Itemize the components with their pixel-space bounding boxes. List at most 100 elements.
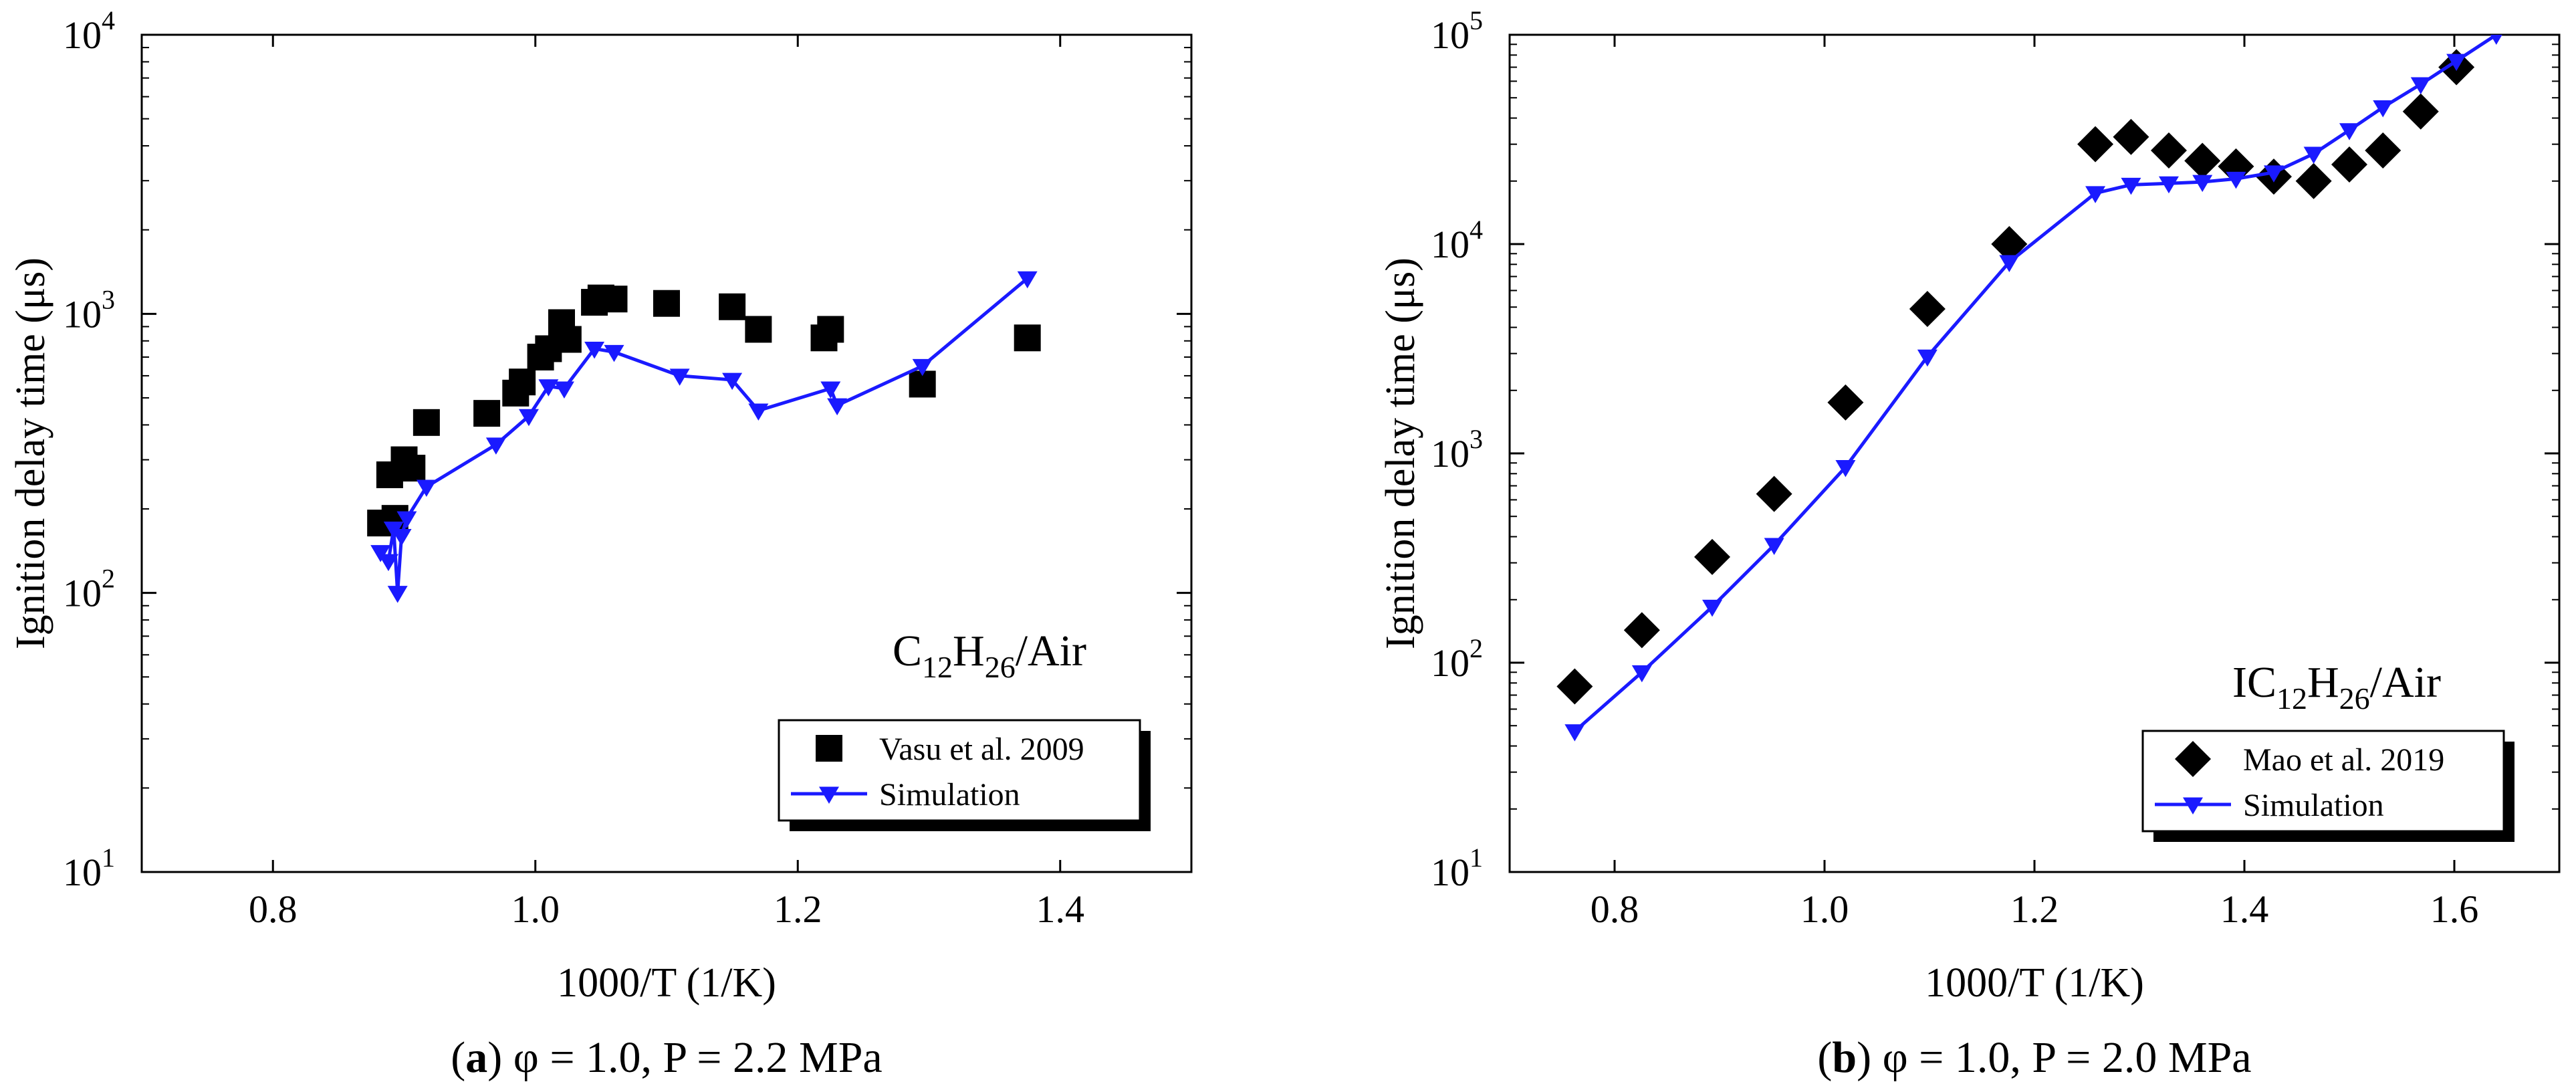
simulation-point — [2303, 146, 2324, 164]
experiment-point — [2402, 93, 2439, 130]
y-tick-label: 103 — [1431, 424, 1483, 475]
experiment-point — [817, 316, 844, 343]
panel-a: 0.8 1.0 1.2 1.4 101 102 103 104 Ignition delay t… — [8, 5, 1193, 1082]
x-tick-label: 1.4 — [1036, 887, 1085, 931]
simulation-point — [1564, 724, 1585, 742]
simulation-point — [378, 554, 398, 572]
simulation-point — [2085, 186, 2106, 203]
legend-label: Simulation — [2243, 788, 2384, 823]
x-tick-label: 0.8 — [1591, 887, 1639, 931]
experiment-point — [473, 400, 501, 427]
simulation-point — [1702, 599, 1723, 617]
y-tick-label: 103 — [63, 284, 115, 336]
simulation-point — [1917, 349, 1938, 367]
y-tick-label: 101 — [1431, 843, 1483, 894]
simulation-point — [1835, 460, 1856, 477]
simulation-point — [2192, 175, 2213, 193]
legend-marker — [2175, 741, 2211, 777]
y-tick-label: 102 — [63, 564, 115, 615]
y-tick-label: 101 — [63, 843, 115, 894]
simulation-point — [669, 368, 690, 386]
simulation-point — [391, 528, 412, 546]
simulation-point — [722, 372, 743, 391]
y-tick-label: 102 — [1431, 633, 1483, 685]
simulation-point — [2263, 165, 2284, 183]
x-tick-label: 0.8 — [249, 887, 298, 931]
simulation-point — [2158, 176, 2179, 194]
simulation-point — [748, 403, 769, 421]
simulation-point — [370, 545, 391, 562]
panel-caption: (a) φ = 1.0, P = 2.2 MPa — [451, 1033, 882, 1082]
legend-label: Vasu et al. 2009 — [879, 732, 1084, 767]
simulation-point — [820, 381, 841, 399]
experiment-point — [745, 316, 772, 343]
simulation-point — [2446, 53, 2467, 72]
x-tick-label: 1.0 — [511, 887, 560, 931]
experiment-point — [2184, 142, 2221, 179]
x-tick-label: 1.2 — [774, 887, 822, 931]
y-axis-title: Ignition delay time (μs) — [8, 257, 53, 649]
experiment-point — [2113, 118, 2149, 155]
experiment-point — [2365, 132, 2402, 169]
panel-caption: (b) φ = 1.0, P = 2.0 MPa — [1817, 1033, 2251, 1082]
simulation-point — [2121, 177, 2141, 195]
experiment-point — [653, 290, 680, 317]
simulation-point — [1631, 665, 1652, 683]
experiment-point — [413, 409, 440, 436]
simulation-point — [518, 409, 539, 427]
simulation-point — [387, 586, 408, 603]
simulation-point — [485, 437, 506, 455]
mixture-annotation: C12H26/Air — [893, 627, 1086, 684]
legend-marker — [2183, 797, 2203, 814]
experiment-point — [2218, 148, 2254, 185]
simulation-point — [2490, 35, 2502, 45]
legend-label: Mao et al. 2019 — [2243, 742, 2444, 778]
plot-frame — [140, 33, 1193, 873]
experiment-point — [1014, 324, 1041, 352]
simulation-point — [554, 381, 574, 399]
simulation-point — [2226, 171, 2246, 189]
experiment-point — [1827, 384, 1864, 421]
mixture-annotation: IC12H26/Air — [2232, 658, 2441, 716]
x-tick-label: 1.2 — [2010, 887, 2059, 931]
experiment-point — [1756, 475, 1792, 512]
simulation-point — [538, 379, 559, 397]
y-tick-label: 104 — [1431, 215, 1483, 266]
simulation-line — [379, 277, 1029, 595]
experiment-point — [1694, 538, 1731, 575]
experiment-point — [509, 368, 536, 396]
legend-box — [2141, 730, 2505, 833]
experiment-point — [398, 455, 426, 482]
simulation-point — [827, 398, 848, 416]
simulation-point — [1999, 255, 2020, 272]
experiment-point — [2331, 146, 2367, 183]
y-tick-label: 105 — [1431, 5, 1483, 57]
simulation-point — [2373, 100, 2393, 118]
experiment-point — [2295, 162, 2332, 199]
experiment-point — [719, 293, 746, 320]
experiment-point — [2077, 126, 2114, 162]
experiment-point — [554, 326, 582, 353]
experiment-point — [600, 286, 628, 313]
simulation-point — [2410, 77, 2431, 95]
experiment-point — [1556, 668, 1593, 705]
x-tick-label: 1.4 — [2220, 887, 2269, 931]
experiment-point — [1623, 612, 1660, 649]
simulation-point — [584, 341, 605, 359]
experiment-point — [1909, 290, 1946, 327]
experiment-point — [2150, 132, 2187, 169]
legend-marker — [819, 786, 839, 804]
simulation-point — [1764, 538, 1784, 556]
simulation-point — [416, 479, 437, 497]
simulation-point — [912, 358, 933, 376]
x-axis-title: 1000/T (1/K) — [1925, 960, 2144, 1006]
y-tick-label: 104 — [63, 5, 115, 57]
x-axis-title: 1000/T (1/K) — [557, 960, 776, 1006]
x-tick-label: 1.6 — [2430, 887, 2479, 931]
simulation-line — [1573, 35, 2498, 733]
panel-b: 0.8 1.0 1.2 1.4 1.6 101 102 103 104 105 Ignition d… — [1378, 5, 2561, 1082]
x-tick-label: 1.0 — [1800, 887, 1849, 931]
simulation-point — [604, 344, 624, 362]
simulation-point — [2339, 123, 2359, 140]
